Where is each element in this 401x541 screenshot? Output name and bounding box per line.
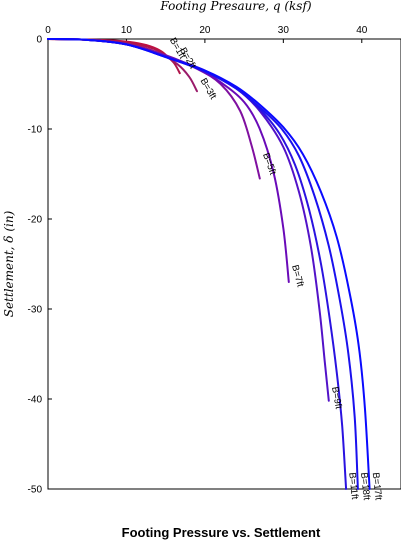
y-tick-label: -10 xyxy=(28,125,43,136)
x-tick-label: 20 xyxy=(199,25,211,36)
settlement-curve-b-7ft xyxy=(47,38,290,283)
settlement-curve-b-17ft xyxy=(47,38,371,490)
curve-label-b-17ft: B=17ft xyxy=(370,472,384,501)
curve-label-b-9ft: B=9ft xyxy=(329,386,344,410)
settlement-curves xyxy=(47,38,371,490)
curve-label-b-18ft: B=18ft xyxy=(358,472,372,501)
y-tick-label: -50 xyxy=(28,485,43,496)
curve-label-b-11ft: B=11ft xyxy=(346,472,360,500)
x-axis-title: Footing Presaure, q (ksf) xyxy=(159,0,311,13)
x-tick-label: 30 xyxy=(278,25,290,36)
y-tick-label: -40 xyxy=(28,395,43,406)
x-tick-label: 40 xyxy=(356,25,368,36)
x-tick-label: 0 xyxy=(45,25,51,36)
settlement-curve-b-11ft xyxy=(47,38,348,490)
curve-label-b-5ft: B=5ft xyxy=(260,151,278,176)
curve-label-b-7ft: B=7ft xyxy=(289,264,306,289)
settlement-curve-b-18ft xyxy=(47,38,359,490)
plot-area-frame xyxy=(47,38,401,490)
y-axis-title: Settlement, δ (in) xyxy=(2,210,16,317)
y-tick-label: 0 xyxy=(36,35,42,46)
settlement-curve-b-9ft xyxy=(47,38,330,402)
x-tick-label: 10 xyxy=(121,25,133,36)
settlement-curve-b-5ft xyxy=(47,38,261,180)
chart-caption: Footing Pressure vs. Settlement xyxy=(122,525,321,540)
y-tick-label: -30 xyxy=(28,305,43,316)
axis-ticks: 0 10 20 30 40 0 -10 -20 -30 -40 -50 xyxy=(28,25,368,496)
curve-labels: B=1ftB=2ftB=3ftB=5ftB=7ftB=9ftB=11ftB=18… xyxy=(167,36,384,501)
y-tick-label: -20 xyxy=(28,215,43,226)
